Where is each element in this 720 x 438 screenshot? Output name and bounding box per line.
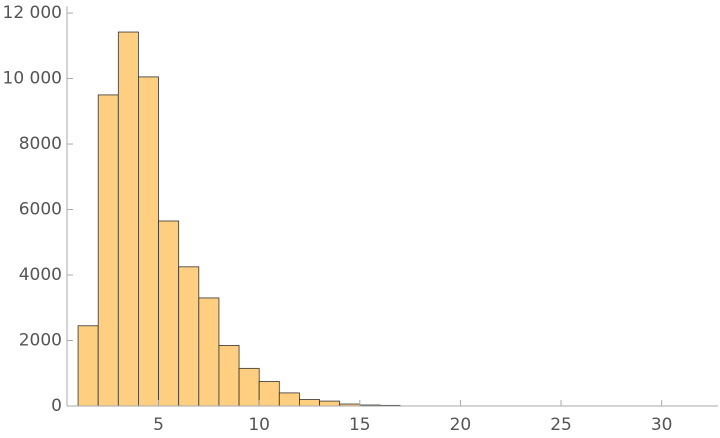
bar — [178, 266, 200, 407]
x-tick-label: 20 — [450, 415, 472, 435]
bar — [299, 399, 320, 407]
bar — [238, 367, 260, 407]
bar — [158, 220, 180, 407]
bar — [117, 31, 139, 407]
bar — [218, 345, 240, 407]
x-tick-label: 5 — [153, 415, 164, 435]
x-tick-label: 25 — [550, 415, 572, 435]
bar — [258, 381, 280, 407]
y-tick-label: 0 — [51, 396, 62, 416]
bar — [97, 94, 119, 407]
y-tick-label: 8000 — [19, 134, 62, 154]
bar — [278, 392, 300, 407]
bar — [77, 325, 99, 407]
bar — [319, 400, 341, 407]
y-tick-label: 6000 — [19, 200, 62, 220]
y-tick-label: 4000 — [19, 265, 62, 285]
x-tick-label: 10 — [248, 415, 270, 435]
x-tick-label: 30 — [651, 415, 673, 435]
bar — [198, 297, 220, 407]
y-tick-label: 10 000 — [3, 69, 62, 89]
x-tick-label: 15 — [349, 415, 371, 435]
y-tick-label: 12 000 — [3, 3, 62, 23]
bar — [138, 76, 159, 407]
y-tick-label: 2000 — [19, 331, 62, 351]
